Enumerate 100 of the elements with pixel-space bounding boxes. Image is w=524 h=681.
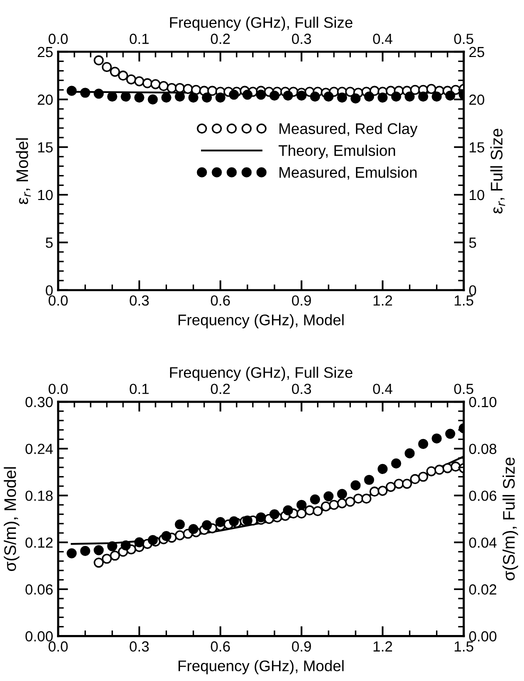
point	[166, 82, 177, 94]
point	[256, 90, 266, 100]
point	[174, 530, 185, 540]
point	[312, 506, 323, 516]
point	[94, 558, 104, 568]
point	[102, 62, 112, 72]
point	[445, 428, 456, 439]
point	[110, 66, 120, 77]
x2-axis-title: Frequency (GHz), Full Size	[170, 366, 352, 381]
point	[256, 512, 266, 522]
point	[134, 92, 144, 103]
point	[110, 550, 120, 561]
y2-tick-label: 20	[469, 94, 484, 105]
point	[242, 90, 252, 100]
x2-tick-label: 0.5	[454, 384, 474, 394]
point	[215, 92, 226, 103]
y-tick-label: 0.24	[25, 444, 53, 454]
y2-tick-label: 0.08	[469, 444, 496, 454]
point	[161, 92, 172, 103]
x2-tick-label: 0.1	[130, 34, 149, 44]
y2-tick-label: 0.04	[469, 537, 497, 548]
x-tick-label: 0.9	[292, 641, 311, 652]
point	[350, 93, 361, 104]
point	[418, 92, 428, 102]
y2-tick-label: 10	[470, 190, 484, 200]
y2-tick-label: 5	[469, 238, 476, 248]
y-tick-label: 15	[38, 142, 53, 153]
y2-tick-label: 0.00	[469, 631, 496, 642]
point	[345, 496, 356, 507]
point	[148, 94, 158, 104]
point	[353, 494, 364, 504]
point	[337, 92, 348, 103]
point	[426, 84, 436, 94]
point	[418, 472, 428, 482]
point	[404, 92, 415, 102]
y2-axis-title: ε$_{r}$, Full Size	[490, 128, 506, 214]
y-tick-label: 5	[46, 238, 53, 248]
point	[150, 79, 161, 90]
x2-tick-label: 0.2	[210, 384, 230, 394]
point	[158, 81, 169, 92]
x-tick-label: 0.3	[130, 295, 149, 306]
point	[188, 92, 198, 103]
x-tick-label: 1.2	[374, 295, 392, 306]
y-tick-label: 0.18	[25, 490, 53, 501]
point	[202, 520, 212, 530]
point	[304, 505, 315, 516]
point	[120, 92, 131, 102]
point	[310, 92, 320, 102]
x-tick-label: 0.6	[210, 641, 230, 652]
point	[310, 494, 320, 504]
point	[337, 498, 348, 508]
point	[134, 537, 144, 548]
point	[394, 478, 404, 489]
point	[282, 90, 294, 101]
point	[107, 92, 118, 102]
y-tick-label: 0	[46, 285, 53, 296]
x-tick-label: 0.9	[292, 295, 311, 306]
point	[404, 448, 415, 458]
point	[378, 464, 388, 474]
point	[282, 505, 294, 516]
point	[148, 534, 158, 546]
x-tick-label: 1.5	[454, 296, 474, 306]
x-tick-label: 0.0	[48, 641, 68, 652]
point	[426, 466, 436, 476]
y-axis-title: σ(S/m), Model	[4, 467, 20, 572]
point	[94, 545, 104, 556]
point	[80, 88, 90, 98]
point	[296, 90, 307, 101]
y2-tick-label: 0.06	[469, 490, 496, 501]
point	[445, 90, 456, 101]
point	[432, 433, 442, 444]
legend-label: Measured, Emulsion	[280, 166, 417, 180]
point	[120, 540, 131, 551]
point	[102, 554, 112, 564]
y2-tick-label: 25	[469, 46, 484, 58]
y-tick-label: 10	[38, 190, 53, 200]
point	[410, 474, 420, 484]
legend-label: Measured, Red Clay	[280, 122, 418, 138]
point	[66, 86, 77, 96]
point	[434, 464, 444, 475]
y-tick-label: 0.06	[25, 584, 53, 595]
x2-tick-label: 0.3	[292, 34, 312, 44]
point	[188, 524, 198, 534]
point	[450, 462, 461, 472]
x-axis-title: Frequency (GHz), Model	[178, 314, 344, 328]
point	[442, 463, 453, 474]
point	[320, 501, 331, 512]
x2-axis-title: Frequency (GHz), Full Size	[170, 16, 352, 31]
point	[242, 515, 252, 526]
point	[364, 474, 374, 485]
x-axis-title: Frequency (GHz), Model	[178, 660, 344, 674]
point	[80, 546, 90, 556]
y-tick-label: 25	[38, 46, 53, 58]
point	[386, 482, 396, 492]
point	[369, 486, 380, 497]
point	[134, 76, 144, 86]
point	[228, 90, 239, 100]
x-tick-label: 0.0	[48, 295, 68, 306]
point	[182, 84, 193, 94]
point	[66, 548, 77, 558]
